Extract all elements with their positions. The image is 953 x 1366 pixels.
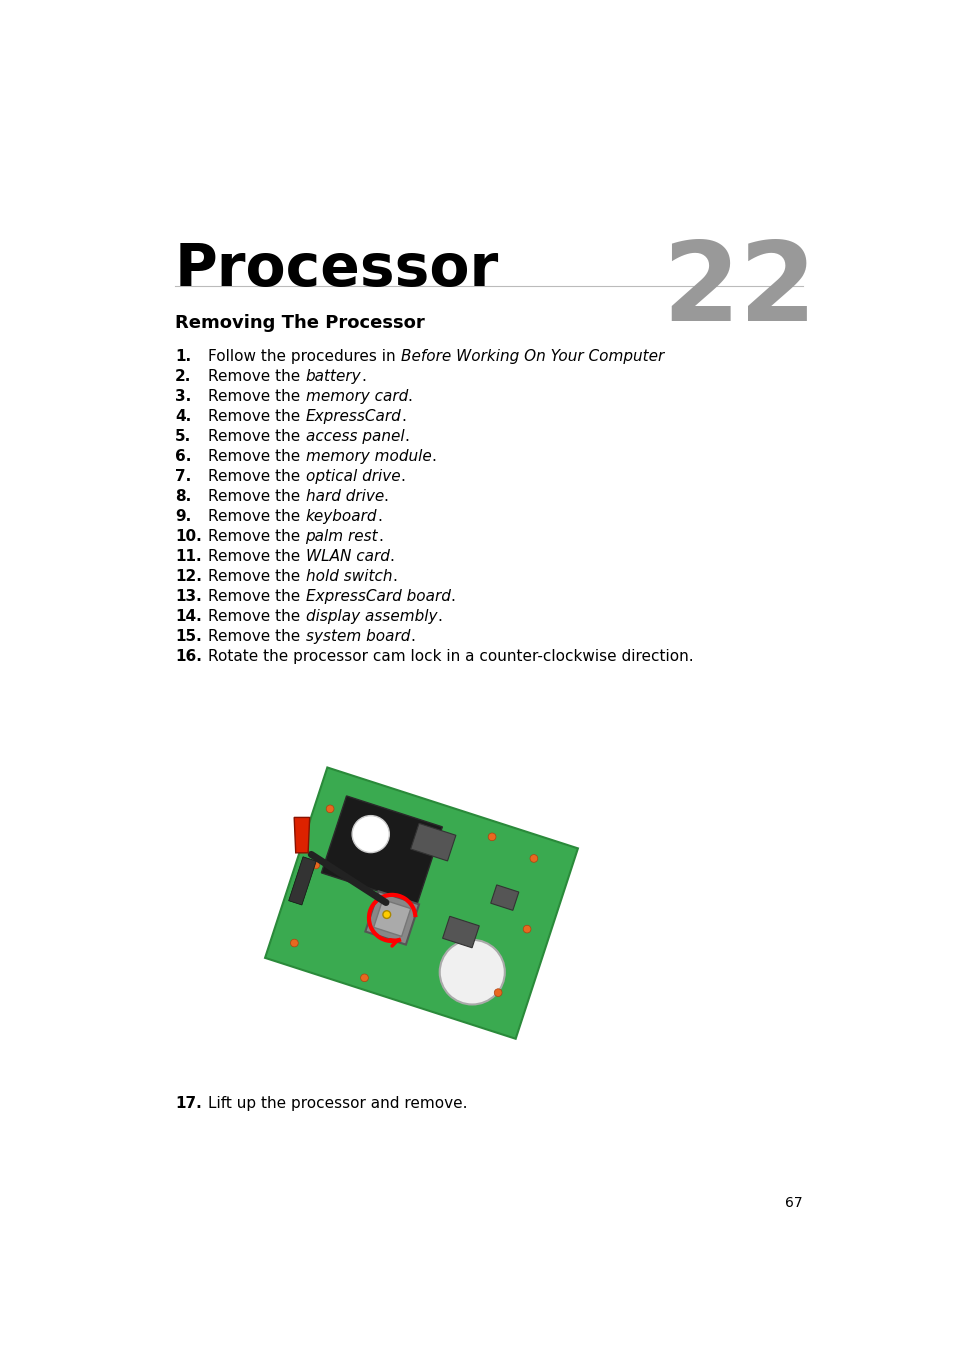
- Text: .: .: [377, 529, 382, 544]
- Text: Before Working On Your Computer: Before Working On Your Computer: [400, 348, 663, 363]
- Circle shape: [530, 855, 537, 862]
- Text: memory card: memory card: [305, 389, 407, 404]
- Text: Remove the: Remove the: [208, 529, 305, 544]
- Text: optical drive: optical drive: [305, 469, 399, 484]
- Circle shape: [494, 989, 501, 996]
- Circle shape: [522, 925, 531, 933]
- Text: 2.: 2.: [174, 369, 192, 384]
- Text: 1.: 1.: [174, 348, 191, 363]
- Circle shape: [382, 911, 390, 918]
- Polygon shape: [442, 917, 478, 948]
- Polygon shape: [265, 768, 578, 1038]
- Text: 9.: 9.: [174, 510, 192, 525]
- Text: .: .: [404, 429, 409, 444]
- Text: 67: 67: [784, 1195, 802, 1210]
- Text: 14.: 14.: [174, 609, 202, 624]
- Text: system board: system board: [305, 628, 410, 643]
- Text: ExpressCard: ExpressCard: [305, 408, 401, 423]
- Text: Removing The Processor: Removing The Processor: [174, 314, 424, 332]
- Text: Remove the: Remove the: [208, 469, 305, 484]
- Text: ExpressCard board: ExpressCard board: [305, 589, 450, 604]
- Text: 5.: 5.: [174, 429, 192, 444]
- Text: palm rest: palm rest: [305, 529, 377, 544]
- Text: Remove the: Remove the: [208, 628, 305, 643]
- Text: 8.: 8.: [174, 489, 192, 504]
- Text: Follow the procedures in: Follow the procedures in: [208, 348, 400, 363]
- Text: Lift up the processor and remove.: Lift up the processor and remove.: [208, 1096, 467, 1111]
- Text: memory module: memory module: [305, 449, 431, 464]
- Text: .: .: [407, 389, 413, 404]
- Text: access panel: access panel: [305, 429, 404, 444]
- Text: Remove the: Remove the: [208, 570, 305, 583]
- Text: Rotate the processor cam lock in a counter-clockwise direction.: Rotate the processor cam lock in a count…: [208, 649, 693, 664]
- Text: Remove the: Remove the: [208, 389, 305, 404]
- Text: Remove the: Remove the: [208, 510, 305, 525]
- Text: Remove the: Remove the: [208, 429, 305, 444]
- Circle shape: [290, 940, 298, 947]
- Text: .: .: [450, 589, 455, 604]
- Text: 16.: 16.: [174, 649, 202, 664]
- Text: .: .: [410, 628, 415, 643]
- Text: hard drive: hard drive: [305, 489, 383, 504]
- Text: display assembly: display assembly: [305, 609, 436, 624]
- Text: .: .: [399, 469, 405, 484]
- Text: WLAN card: WLAN card: [305, 549, 389, 564]
- Text: 17.: 17.: [174, 1096, 202, 1111]
- Text: 15.: 15.: [174, 628, 202, 643]
- Text: 22: 22: [661, 238, 816, 344]
- Circle shape: [352, 816, 389, 852]
- Text: Processor: Processor: [174, 240, 498, 298]
- Text: .: .: [376, 510, 381, 525]
- Text: .: .: [431, 449, 436, 464]
- Text: Remove the: Remove the: [208, 369, 305, 384]
- Polygon shape: [321, 796, 442, 904]
- Text: 6.: 6.: [174, 449, 192, 464]
- Polygon shape: [289, 856, 316, 906]
- Circle shape: [312, 861, 319, 869]
- Polygon shape: [410, 824, 456, 861]
- Text: 4.: 4.: [174, 408, 192, 423]
- Text: Remove the: Remove the: [208, 408, 305, 423]
- Polygon shape: [490, 885, 518, 910]
- Polygon shape: [374, 900, 411, 936]
- Text: Remove the: Remove the: [208, 589, 305, 604]
- Text: 7.: 7.: [174, 469, 192, 484]
- Text: .: .: [436, 609, 441, 624]
- Circle shape: [439, 940, 504, 1004]
- Text: .: .: [361, 369, 366, 384]
- Polygon shape: [294, 817, 310, 852]
- Text: .: .: [389, 549, 394, 564]
- Text: 13.: 13.: [174, 589, 202, 604]
- Circle shape: [488, 833, 496, 840]
- Text: .: .: [401, 408, 406, 423]
- Text: 12.: 12.: [174, 570, 202, 583]
- Text: battery: battery: [305, 369, 361, 384]
- Text: keyboard: keyboard: [305, 510, 376, 525]
- Polygon shape: [365, 891, 418, 945]
- Text: Remove the: Remove the: [208, 449, 305, 464]
- Text: Remove the: Remove the: [208, 489, 305, 504]
- Text: Remove the: Remove the: [208, 609, 305, 624]
- Circle shape: [326, 805, 334, 813]
- Circle shape: [360, 974, 368, 982]
- Text: 10.: 10.: [174, 529, 202, 544]
- Text: hold switch: hold switch: [305, 570, 392, 583]
- Text: Remove the: Remove the: [208, 549, 305, 564]
- Text: 11.: 11.: [174, 549, 201, 564]
- Text: .: .: [392, 570, 396, 583]
- Text: 3.: 3.: [174, 389, 192, 404]
- Text: .: .: [383, 489, 388, 504]
